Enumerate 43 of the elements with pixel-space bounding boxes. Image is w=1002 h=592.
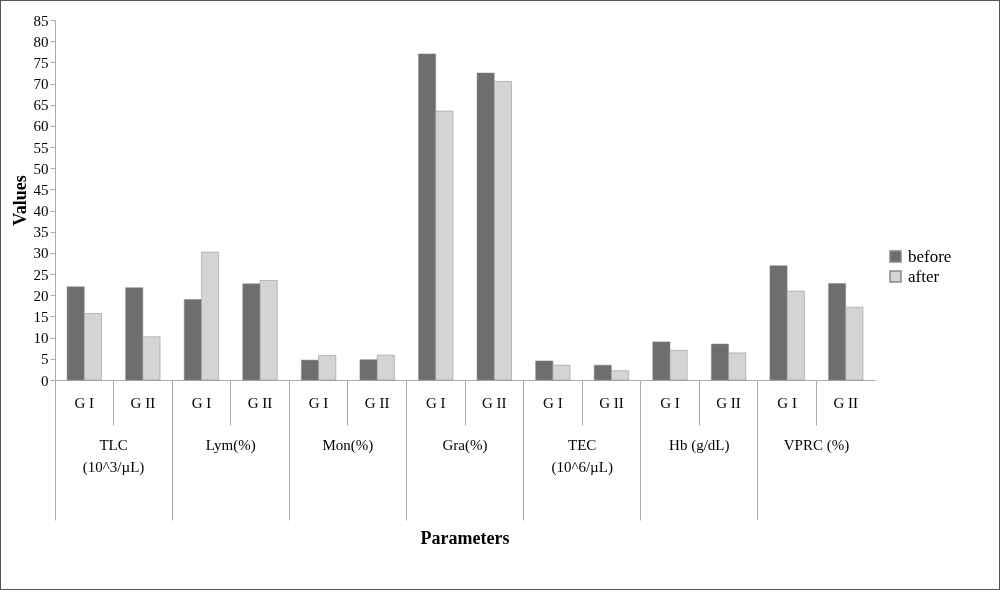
x-tick-label: G II [716, 394, 741, 411]
y-tick-label: 80 [33, 33, 49, 50]
x-tick-label: G II [247, 394, 273, 411]
x-tick-label: G I [191, 394, 212, 411]
x-tick-label: G I [660, 394, 680, 411]
text: Lym(%) [205, 437, 256, 454]
text: Hb (g/dL) [669, 437, 730, 454]
x-tick-label: G I [425, 394, 446, 411]
y-tick-label: 70 [33, 76, 49, 93]
y-tick-label: 85 [33, 12, 49, 29]
legend-label: before [908, 246, 952, 266]
y-tick-label: 0 [41, 372, 49, 389]
y-tick-label: 5 [41, 351, 49, 368]
y-tick-label: 60 [33, 118, 49, 135]
x-tick-label: G I [308, 394, 329, 411]
text: Parameters [420, 528, 510, 548]
y-tick-label: 15 [33, 308, 49, 325]
y-tick-label: 45 [33, 181, 49, 198]
x-tick-label: G II [833, 394, 858, 411]
x-tick-label: G II [599, 394, 624, 411]
y-tick-label: 50 [33, 160, 49, 177]
y-tick-label: 25 [33, 266, 49, 283]
text: TEC (10^6/µL) [551, 437, 613, 476]
x-tick-label: G II [130, 394, 156, 411]
text: VPRC (%) [783, 437, 850, 454]
legend-label: after [908, 266, 940, 286]
x-tick-label: G II [364, 394, 390, 411]
y-tick-label: 20 [33, 287, 49, 304]
y-tick-label: 10 [33, 330, 49, 347]
y-axis-title: Values [9, 175, 30, 226]
x-tick-label: G I [777, 394, 797, 411]
y-tick-label: 40 [33, 203, 49, 220]
x-tick-label: G I [74, 394, 95, 411]
x-tick-label: G II [482, 394, 507, 411]
y-tick-label: 65 [33, 97, 49, 114]
x-tick-label: G I [543, 394, 563, 411]
text: Gra(%) [442, 437, 488, 454]
text: TLC (10^3/µL) [82, 437, 145, 476]
y-tick-label: 30 [33, 245, 49, 262]
y-tick-label: 75 [33, 54, 49, 71]
y-tick-label: 35 [33, 224, 49, 241]
text: Mon(%) [322, 437, 374, 454]
y-tick-label: 55 [33, 139, 49, 156]
